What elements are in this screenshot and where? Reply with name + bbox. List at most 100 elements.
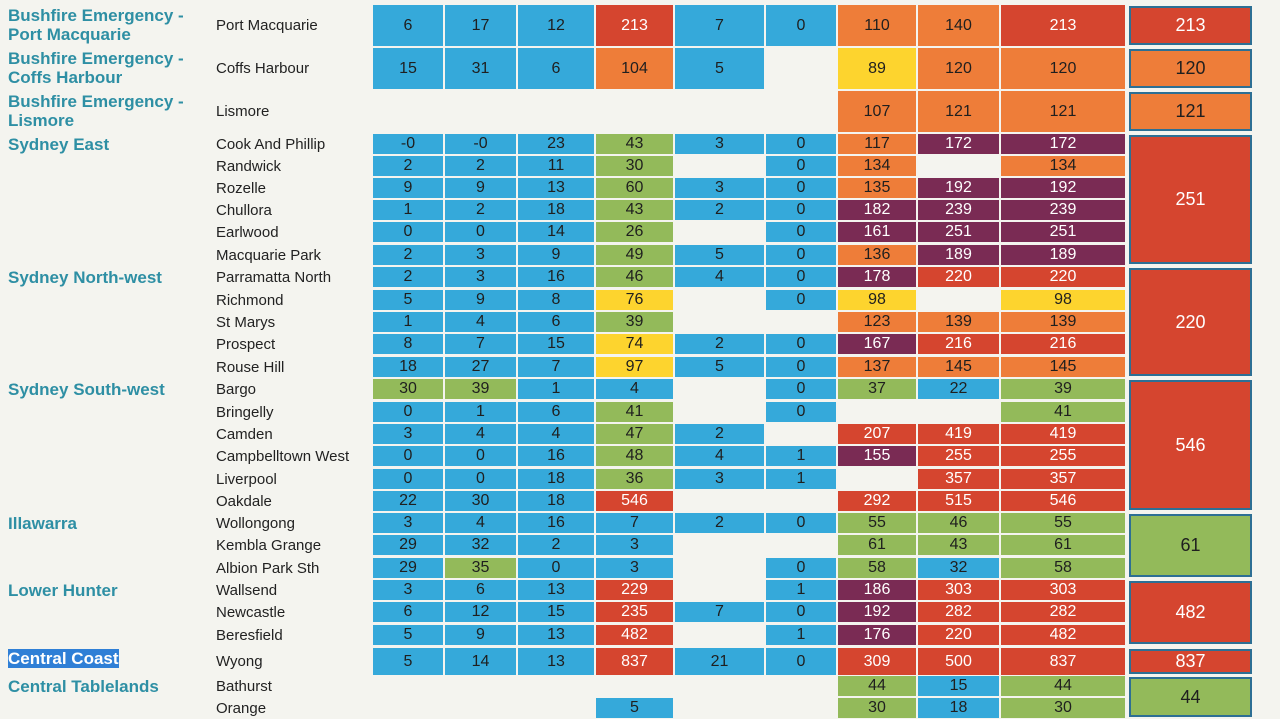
- region-max-cell: 121: [1129, 92, 1252, 131]
- value-cell: [675, 625, 764, 645]
- value-cell: 186: [838, 580, 916, 600]
- value-cell: 18: [373, 357, 443, 377]
- region-name[interactable]: Bushfire Emergency - Lismore: [8, 92, 184, 130]
- region-name[interactable]: Central Tablelands: [8, 677, 159, 696]
- value-cell: [675, 535, 764, 555]
- value-cell: 117: [838, 134, 916, 154]
- value-cell: 189: [1001, 245, 1125, 265]
- region-name[interactable]: Bushfire Emergency - Coffs Harbour: [8, 49, 184, 87]
- value-cell: 282: [1001, 602, 1125, 622]
- value-cell: 192: [1001, 178, 1125, 198]
- value-cell: 139: [918, 312, 999, 332]
- value-cell: 0: [766, 5, 836, 46]
- value-cell: 1: [373, 312, 443, 332]
- value-cell: [675, 580, 764, 600]
- value-cell: [675, 312, 764, 332]
- value-cell: 16: [518, 513, 594, 533]
- value-cell: 167: [838, 334, 916, 354]
- region-name[interactable]: Sydney East: [8, 135, 110, 154]
- value-cell: 46: [596, 267, 673, 287]
- value-cell: [918, 156, 999, 176]
- region-name[interactable]: Central Coast: [0, 648, 205, 675]
- value-cell: [596, 676, 673, 696]
- value-cell: 0: [766, 200, 836, 220]
- value-cell: 4: [675, 267, 764, 287]
- value-cell: 89: [838, 48, 916, 89]
- value-cell: 282: [918, 602, 999, 622]
- region-name[interactable]: Sydney North-west: [8, 268, 162, 287]
- value-cell: 2: [675, 424, 764, 444]
- region-max-cell: 482: [1129, 581, 1252, 644]
- value-cell: 97: [596, 357, 673, 377]
- value-cell: 7: [675, 5, 764, 46]
- value-cell: 4: [445, 513, 516, 533]
- value-cell: 29: [373, 535, 443, 555]
- region-name[interactable]: Lower Hunter: [8, 581, 118, 600]
- value-cell: 216: [918, 334, 999, 354]
- value-cell: 15: [373, 48, 443, 89]
- value-cell: [445, 676, 516, 696]
- value-cell: 500: [918, 648, 999, 675]
- region-name[interactable]: Sydney South-west: [8, 380, 165, 399]
- value-cell: 357: [1001, 469, 1125, 489]
- value-cell: [766, 91, 836, 132]
- region-name[interactable]: Illawarra: [8, 514, 77, 533]
- value-cell: 6: [518, 402, 594, 422]
- value-cell: 5: [373, 625, 443, 645]
- value-cell: 39: [596, 312, 673, 332]
- value-cell: 546: [1001, 491, 1125, 511]
- value-cell: 9: [445, 290, 516, 310]
- site-name: Earlwood: [216, 223, 279, 241]
- value-cell: 44: [838, 676, 916, 696]
- site-name: Rozelle: [216, 179, 267, 197]
- value-cell: [918, 290, 999, 310]
- value-cell: 61: [838, 535, 916, 555]
- value-cell: 18: [518, 200, 594, 220]
- region-max-cell: 220: [1129, 268, 1252, 376]
- value-cell: [766, 312, 836, 332]
- value-cell: 61: [1001, 535, 1125, 555]
- value-cell: 255: [918, 446, 999, 466]
- value-cell: -0: [373, 134, 443, 154]
- value-cell: 49: [596, 245, 673, 265]
- value-cell: [675, 156, 764, 176]
- value-cell: 60: [596, 178, 673, 198]
- value-cell: 7: [445, 334, 516, 354]
- region-max-cell: 837: [1129, 649, 1252, 674]
- region-name[interactable]: Bushfire Emergency - Port Macquarie: [8, 6, 184, 44]
- value-cell: 0: [766, 222, 836, 242]
- value-cell: 239: [1001, 200, 1125, 220]
- value-cell: 18: [918, 698, 999, 718]
- site-name: Lismore: [216, 103, 270, 120]
- site-name: Rouse Hill: [216, 358, 285, 376]
- value-cell: 7: [518, 357, 594, 377]
- value-cell: 1: [518, 379, 594, 399]
- value-cell: 207: [838, 424, 916, 444]
- value-cell: 0: [766, 379, 836, 399]
- value-cell: 0: [766, 245, 836, 265]
- site-name: Bargo: [216, 380, 257, 398]
- value-cell: [675, 491, 764, 511]
- value-cell: 5: [596, 698, 673, 718]
- value-cell: 14: [518, 222, 594, 242]
- value-cell: 76: [596, 290, 673, 310]
- value-cell: 235: [596, 602, 673, 622]
- site-name: Coffs Harbour: [216, 60, 310, 77]
- value-cell: 213: [1001, 5, 1125, 46]
- value-cell: 6: [518, 48, 594, 89]
- region-max-cell: 546: [1129, 380, 1252, 510]
- value-cell: 7: [675, 602, 764, 622]
- value-cell: 104: [596, 48, 673, 89]
- value-cell: 0: [766, 513, 836, 533]
- value-cell: 44: [1001, 676, 1125, 696]
- value-cell: 145: [918, 357, 999, 377]
- value-cell: 7: [596, 513, 673, 533]
- value-cell: 30: [445, 491, 516, 511]
- region-max-cell: 120: [1129, 49, 1252, 88]
- value-cell: 172: [1001, 134, 1125, 154]
- value-cell: [766, 698, 836, 718]
- value-cell: 5: [675, 357, 764, 377]
- value-cell: 0: [766, 267, 836, 287]
- value-cell: 3: [373, 580, 443, 600]
- value-cell: 55: [838, 513, 916, 533]
